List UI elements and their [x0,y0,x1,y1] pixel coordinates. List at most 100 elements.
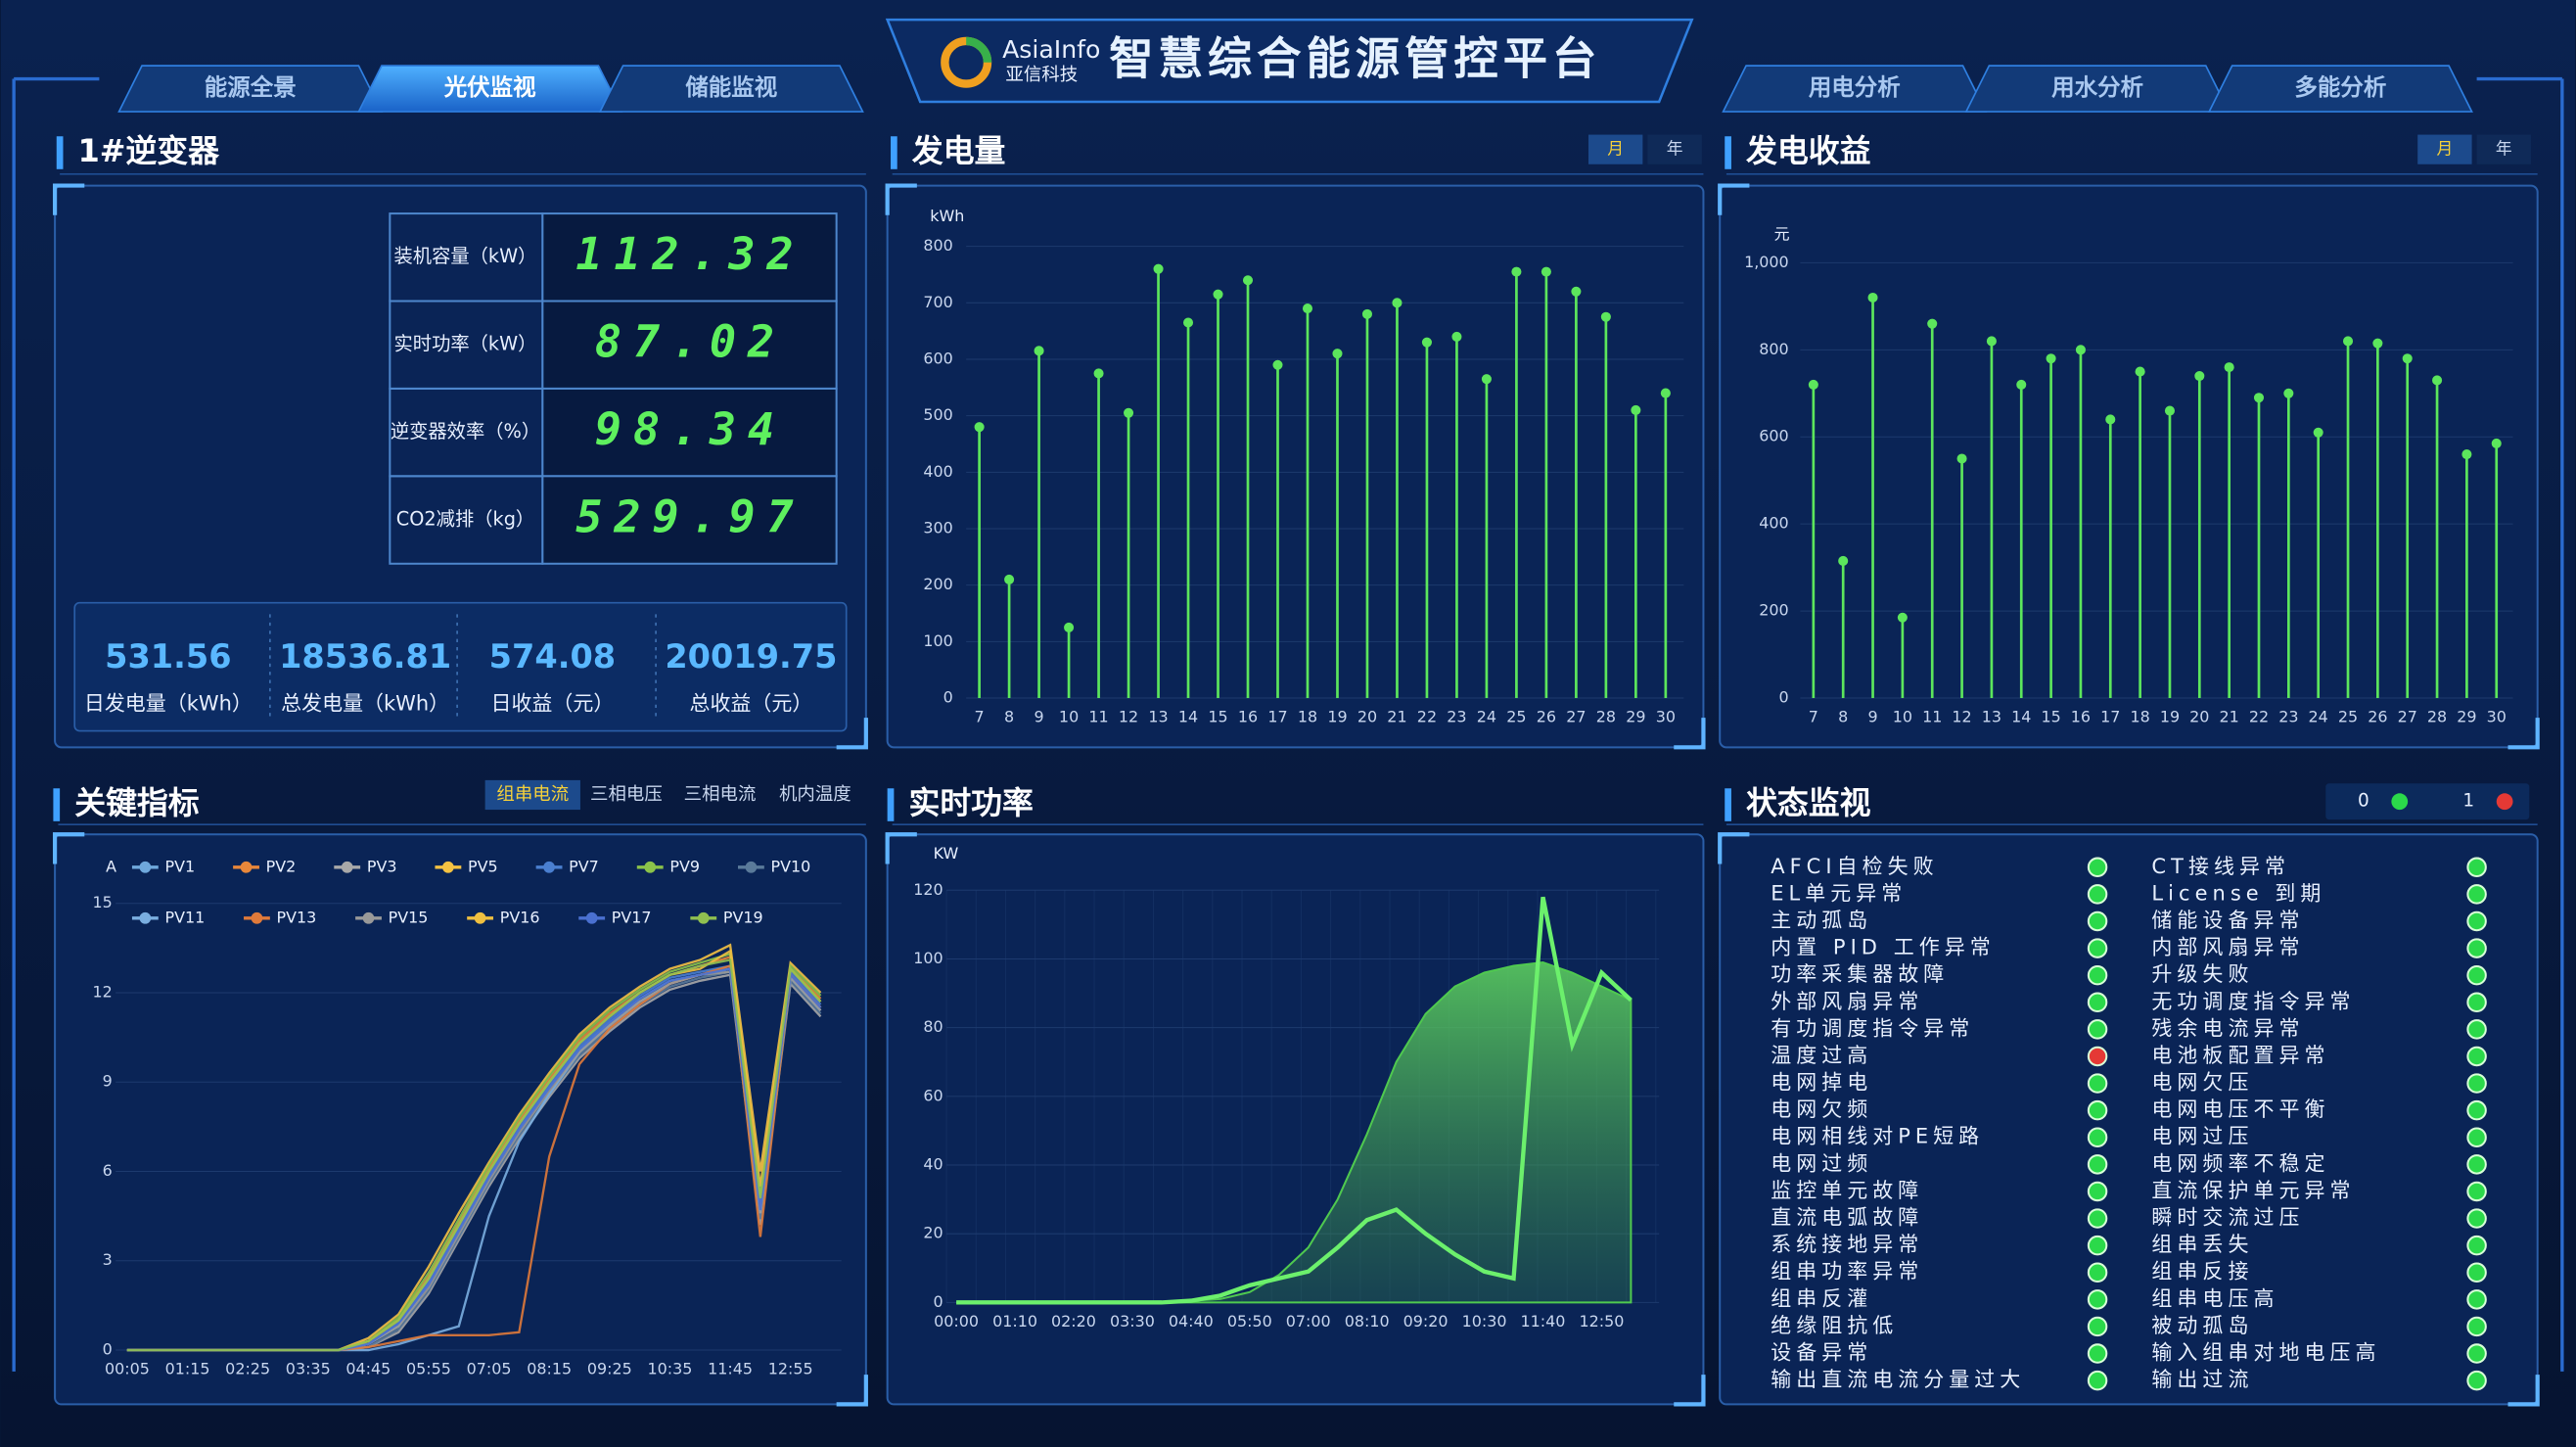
lollipop-dot [2105,414,2116,425]
lollipop-dot [2016,379,2027,390]
lollipop-dot [2164,405,2175,416]
x-tick-label: 11 [1922,708,1942,726]
status-dot [2087,1343,2108,1364]
metric-value: 112.32 [575,228,805,280]
x-tick-label: 07:05 [467,1360,512,1378]
nav-tab-label[interactable]: 多能分析 [2294,73,2386,101]
lollipop-dot [2313,427,2323,438]
x-tick-label: 9 [1867,708,1877,726]
x-tick-label: 30 [1656,708,1676,726]
x-tick-label: 02:20 [1051,1312,1096,1330]
status-dot [2087,910,2108,932]
y-tick-label: 600 [1759,427,1788,445]
x-tick-label: 10 [1059,708,1079,726]
status-dot [2466,1154,2487,1175]
x-tick-label: 19 [1327,708,1347,726]
period-toggle[interactable] [2417,134,2472,164]
nav-tab[interactable] [1964,65,2231,113]
x-tick-label: 29 [1626,708,1645,726]
status-label: EL单元异常 [1771,881,1907,905]
status-legend-dot [2496,793,2513,811]
metric-value: 98.34 [595,403,786,455]
x-tick-label: 24 [2309,708,2328,726]
x-tick-label: 10:30 [1462,1312,1507,1330]
legend-swatch [585,911,598,924]
period-toggle[interactable] [2476,134,2531,164]
status-dot [2466,1127,2487,1147]
y-tick-label: 300 [923,518,952,537]
status-label: 温度过高 [1771,1044,1872,1067]
lollipop-dot [1541,266,1551,277]
summary-label: 日发电量（kWh） [84,692,253,716]
status-label: 电池板配置异常 [2151,1044,2329,1067]
legend-swatch [745,861,758,873]
y-tick-label: 0 [103,1340,113,1359]
nav-tab[interactable] [1722,65,1988,113]
panel-corner [885,832,1706,1407]
legend-swatch [139,861,152,873]
status-dot [2087,1289,2108,1310]
legend-swatch [543,861,555,873]
lollipop-dot [1182,317,1194,328]
period-toggle-label[interactable]: 年 [2496,139,2512,159]
period-toggle-label[interactable]: 月 [1607,139,1624,159]
status-label: 监控单元故障 [1771,1179,1923,1202]
status-legend-label: 1 [2462,791,2474,812]
x-tick-label: 04:40 [1169,1312,1214,1330]
legend-label: PV16 [500,908,540,926]
x-tick-label: 02:25 [225,1360,270,1378]
nav-tab[interactable] [117,65,384,113]
status-dot [2466,1370,2487,1391]
indicator-tab-label[interactable]: 机内温度 [779,784,851,805]
status-dot [2466,1073,2487,1094]
x-tick-label: 00:05 [105,1360,150,1378]
legend-swatch [442,861,454,873]
period-toggle[interactable] [1647,134,1702,164]
x-tick-label: 19 [2160,708,2180,726]
status-dot [2466,1208,2487,1229]
x-tick-label: 05:55 [406,1360,451,1378]
period-toggle[interactable] [1588,134,1643,164]
x-tick-label: 10 [1893,708,1912,726]
nav-tab-label[interactable]: 能源全景 [205,73,297,101]
nav-tab[interactable] [2207,65,2473,113]
x-tick-label: 30 [2487,708,2507,726]
lollipop-dot [1361,308,1372,319]
period-toggle-label[interactable]: 月 [2437,139,2454,159]
status-dot [2087,857,2108,878]
indicator-tab-label[interactable]: 组串电流 [496,784,569,805]
lollipop-dot [1272,359,1283,370]
status-dot [2466,910,2487,932]
panel-corner [52,832,868,1407]
status-label: 直流保护单元异常 [2151,1179,2355,1202]
status-dot [2087,1181,2108,1202]
status-label: 输出过流 [2151,1368,2253,1391]
y-tick-label: 100 [913,949,943,967]
period-toggle-label[interactable]: 年 [1667,139,1683,159]
y-tick-label: 500 [923,405,952,424]
status-label: 有功调度指令异常 [1771,1016,1974,1040]
indicator-tab-label[interactable]: 三相电流 [684,784,757,805]
y-tick-label: 9 [103,1072,113,1091]
indicator-tab-label[interactable]: 三相电压 [590,784,663,805]
nav-tab[interactable] [357,65,623,113]
status-label: License 到期 [2151,881,2325,905]
indicator-tab[interactable] [484,779,580,811]
x-tick-label: 23 [2278,708,2298,726]
lollipop-dot [1897,612,1908,623]
legend-label: PV3 [367,857,397,875]
lollipop-dot [2432,375,2443,386]
nav-tab-label[interactable]: 储能监视 [685,73,777,101]
lollipop-dot [1421,337,1432,348]
status-dot [2087,938,2108,958]
lollipop-dot [1004,574,1015,584]
legend-swatch [240,861,253,873]
nav-tab-label[interactable]: 光伏监视 [443,73,536,101]
y-tick-label: 600 [923,349,952,367]
nav-tab-label[interactable]: 用电分析 [1809,73,1901,101]
y-axis-unit: 元 [1774,224,1790,243]
nav-tab-label[interactable]: 用水分析 [2051,73,2143,101]
y-tick-label: 12 [93,982,113,1001]
lollipop-dot [1986,336,1997,347]
nav-tab[interactable] [598,65,864,113]
